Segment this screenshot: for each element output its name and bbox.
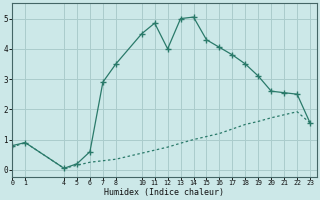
X-axis label: Humidex (Indice chaleur): Humidex (Indice chaleur) xyxy=(104,188,224,197)
